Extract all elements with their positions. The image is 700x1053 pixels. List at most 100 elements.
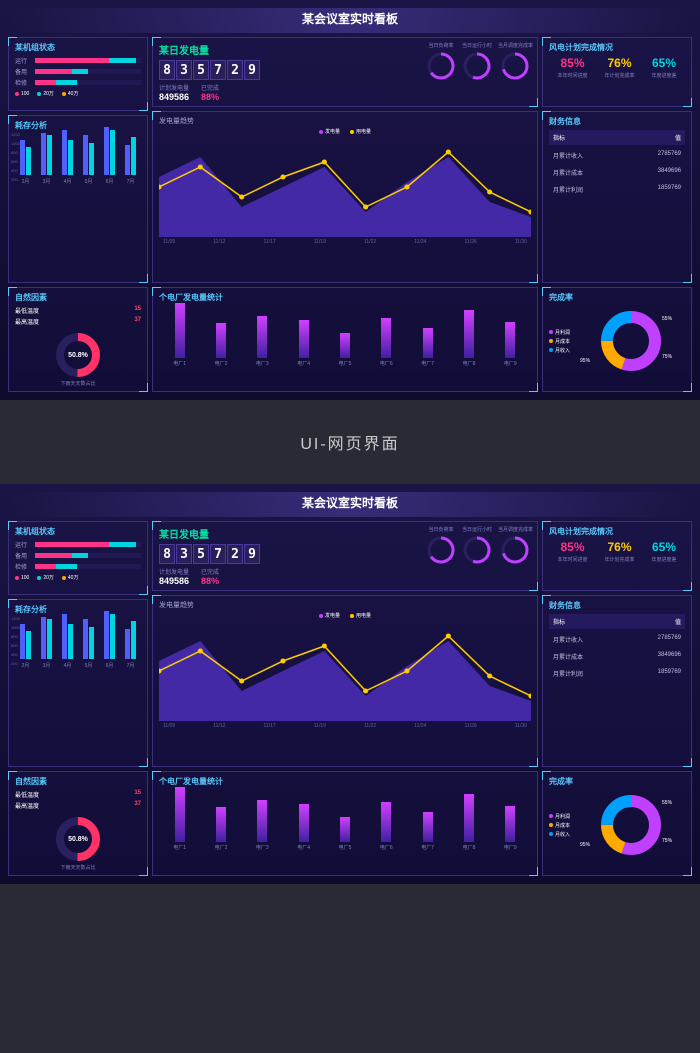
status-panel: 某机组状态 运行 备用 检修	[8, 521, 148, 595]
digit: 5	[193, 60, 209, 80]
status-rows: 运行 备用 检修	[15, 56, 141, 87]
factory-bar: 电厂2	[215, 807, 228, 851]
legend-item: 100	[15, 90, 29, 97]
legend-item: 100	[15, 574, 29, 581]
complete-legend-item: 月收入	[549, 347, 570, 354]
finance-title: 财务信息	[549, 116, 685, 127]
factory-bar: 电厂7	[421, 328, 434, 367]
ring-item: 当日负荷率	[426, 526, 456, 565]
dashboard-grid: 某机组状态 运行 备用 检修	[8, 37, 692, 392]
legend-item: 20万	[37, 574, 54, 581]
dashboard-grid: 某机组状态 运行 备用 检修	[8, 521, 692, 876]
factory-bar: 电厂4	[297, 320, 310, 367]
status-row: 检修	[15, 78, 141, 87]
ring-item: 当日运行小时	[462, 42, 492, 81]
inventory-bar: 4月	[62, 130, 73, 185]
status-rows: 运行 备用 检修	[15, 540, 141, 571]
trend-legend: 发电量用电量	[159, 612, 531, 619]
trend-xlabels: 11/0911/1211/1711/1911/2211/2411/2611/30	[159, 239, 531, 245]
factory-title: 个电厂发电量统计	[159, 292, 531, 303]
page-caption: UI-网页界面	[0, 400, 700, 484]
nature-donut: 50.8%	[15, 814, 141, 864]
trend-xlabels: 11/0911/1211/1711/1911/2211/2411/2611/30	[159, 723, 531, 729]
ring-item: 当月调度完成率	[498, 526, 533, 565]
inventory-bar: 5月	[83, 619, 94, 669]
finance-rows: 月累计收入2785769月累计成本3849696月累计利润1859769	[549, 147, 685, 198]
sub-stats: 计划发电量 849586 已完成 88%	[159, 567, 260, 586]
complete-donut: 55%75%95%	[576, 306, 685, 376]
nature-donut: 50.8%	[15, 330, 141, 380]
finance-panel: 财务信息 指标 值 月累计收入2785769月累计成本3849696月累计利润1…	[542, 111, 692, 283]
plan-item: 85% 本年时间进度	[557, 540, 587, 563]
factory-bar: 电厂5	[339, 333, 352, 367]
plan-row: 85% 本年时间进度 76% 年计划完成率 65% 年度进度差	[549, 56, 685, 79]
factory-bar: 电厂1	[173, 787, 186, 851]
nature-row: 最低温度15	[15, 306, 141, 315]
inventory-panel: 耗存分析 12001000800600400200 2月 3月	[8, 599, 148, 767]
digit: 5	[193, 544, 209, 564]
rings-row: 当日负荷率 当日运行小时 当月调度完成率	[426, 42, 533, 81]
big-number: 835729	[159, 60, 260, 80]
legend-item: 40万	[62, 574, 79, 581]
complete-title: 完成率	[549, 292, 685, 303]
inventory-bars: 2月 3月 4月	[15, 135, 141, 185]
inventory-title: 耗存分析	[15, 120, 141, 131]
digit: 2	[227, 60, 243, 80]
inventory-bar: 3月	[41, 133, 52, 185]
finance-rows: 月累计收入2785769月累计成本3849696月累计利润1859769	[549, 631, 685, 682]
nature-row: 最低温度15	[15, 790, 141, 799]
legend-item: 40万	[62, 90, 79, 97]
factory-bar: 电厂7	[421, 812, 434, 851]
digit: 3	[176, 544, 192, 564]
finance-row: 月累计收入2785769	[549, 147, 685, 164]
factory-bar: 电厂4	[297, 804, 310, 851]
ring-item: 当月调度完成率	[498, 42, 533, 81]
status-row: 备用	[15, 551, 141, 560]
plan-panel: 风电计划完成情况 85% 本年时间进度 76% 年计划完成率 65% 年度进度差	[542, 521, 692, 591]
digit: 3	[176, 60, 192, 80]
status-legend: 100 20万 40万	[15, 574, 141, 581]
dashboard-top: 某会议室实时看板 某机组状态 运行 备用	[0, 0, 700, 400]
complete-legend: 月利润月成本月收入	[549, 329, 570, 354]
finance-table: 指标 值 月累计收入2785769月累计成本3849696月累计利润185976…	[549, 614, 685, 682]
nature-panel: 自然因素 最低温度15最高温度37 50.8% 下雨天天数占比	[8, 771, 148, 876]
factory-bar: 电厂3	[256, 800, 269, 851]
ring-item: 当日负荷率	[426, 42, 456, 81]
trend-legend: 发电量用电量	[159, 128, 531, 135]
factory-bar: 电厂2	[215, 323, 228, 367]
trend-legend-item: 用电量	[350, 612, 371, 619]
status-title: 某机组状态	[15, 42, 141, 53]
trend-panel: 发电量趋势 发电量用电量 11/0911/1211/1711/1911/2211…	[152, 595, 538, 767]
status-row: 运行	[15, 56, 141, 65]
finance-head: 指标 值	[549, 130, 685, 145]
complete-donut: 55%75%95%	[576, 790, 685, 860]
status-row: 检修	[15, 562, 141, 571]
trend-panel: 发电量趋势 发电量用电量 11/0911/1211/1711/1911/2211…	[152, 111, 538, 283]
inventory-bars: 2月 3月 4月	[15, 619, 141, 669]
finance-table: 指标 值 月累计收入2785769月累计成本3849696月累计利润185976…	[549, 130, 685, 198]
factory-bar: 电厂9	[504, 806, 517, 851]
rings-row: 当日负荷率 当日运行小时 当月调度完成率	[426, 526, 533, 565]
inventory-bar: 2月	[20, 140, 31, 185]
complete-content: 月利润月成本月收入 55%75%95%	[549, 306, 685, 376]
nature-rows: 最低温度15最高温度37	[15, 790, 141, 810]
legend-item: 20万	[37, 90, 54, 97]
inventory-title: 耗存分析	[15, 604, 141, 615]
sub-stats: 计划发电量 849586 已完成 88%	[159, 83, 260, 102]
plan-panel: 风电计划完成情况 85% 本年时间进度 76% 年计划完成率 65% 年度进度差	[542, 37, 692, 107]
plan-item: 76% 年计划完成率	[604, 56, 634, 79]
status-legend: 100 20万 40万	[15, 90, 141, 97]
digit: 7	[210, 60, 226, 80]
complete-legend-item: 月利润	[549, 813, 570, 820]
plan-item: 65% 年度进度差	[651, 56, 676, 79]
inventory-bar: 6月	[104, 127, 115, 185]
plan-item: 76% 年计划完成率	[604, 540, 634, 563]
factory-bar: 电厂8	[463, 794, 476, 851]
factory-bar: 电厂9	[504, 322, 517, 367]
inventory-bar: 7月	[125, 137, 136, 185]
complete-legend: 月利润月成本月收入	[549, 813, 570, 838]
inventory-bar: 7月	[125, 621, 136, 669]
finance-row: 月累计利润1859769	[549, 181, 685, 198]
factory-bar: 电厂3	[256, 316, 269, 367]
center-top-panel: 某日发电量 835729 计划发电量 849586 已完成 88%	[152, 521, 538, 591]
